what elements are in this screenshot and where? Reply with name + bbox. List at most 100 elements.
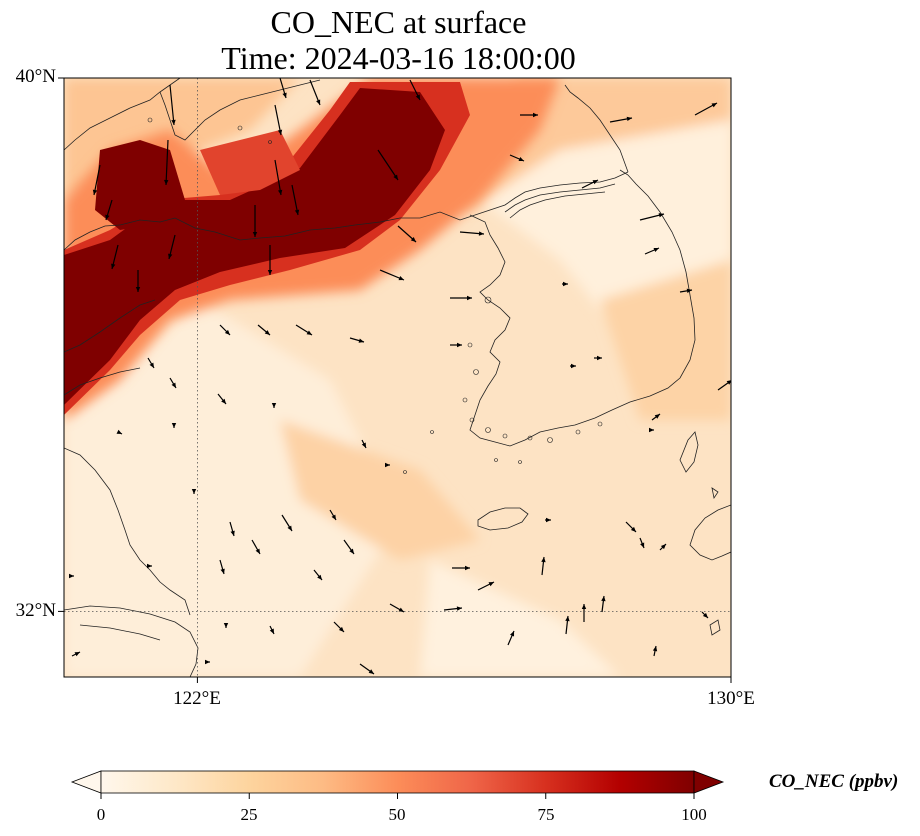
map-title-line-2: Time: 2024-03-16 18:00:00 xyxy=(221,40,576,76)
wind-arrow-head xyxy=(415,94,420,100)
wind-arrow-head xyxy=(255,548,260,554)
axis-ticks xyxy=(58,77,732,683)
wind-arrow-head xyxy=(306,330,312,335)
wind-arrow-head xyxy=(271,403,277,408)
wind-arrow-head xyxy=(601,596,606,602)
wind-arrow-shaft xyxy=(169,84,175,126)
wind-arrow-head xyxy=(658,213,664,218)
wind-arrow-head xyxy=(294,209,300,215)
wind-arrow-head xyxy=(171,423,177,428)
wind-arrow-head xyxy=(358,338,364,343)
wind-arrow-head xyxy=(398,276,404,281)
wind-arrow-head xyxy=(457,342,462,348)
wind-arrow-head xyxy=(205,659,210,665)
gridlines xyxy=(64,78,731,677)
lat-label-32n: 32°N xyxy=(15,600,56,621)
wind-arrow-head xyxy=(277,189,283,195)
wind-arrow-head xyxy=(252,232,258,237)
wind-arrow-head xyxy=(702,612,708,618)
wind-arrow-head xyxy=(711,103,717,108)
coastlines xyxy=(64,78,731,677)
wind-arrow-head xyxy=(597,355,602,361)
wind-arrow-head xyxy=(654,414,660,419)
wind-arrow-head xyxy=(267,270,273,275)
wind-arrow-head xyxy=(581,604,587,609)
wind-arrow-head xyxy=(368,669,374,674)
wind-arrow-head xyxy=(92,189,98,195)
wind-arrow-head xyxy=(230,530,235,536)
wind-arrow-head xyxy=(116,429,122,434)
wind-vectors xyxy=(69,78,731,675)
wind-arrow-head xyxy=(660,544,666,550)
wind-arrow-head xyxy=(488,582,494,587)
colorbar-extend-max xyxy=(693,770,725,794)
wind-arrow-head xyxy=(456,606,462,611)
lon-label-130e: 130°E xyxy=(707,688,755,709)
wind-arrow-head xyxy=(349,548,354,554)
wind-arrow-head xyxy=(264,330,270,335)
wind-arrow-head xyxy=(565,616,570,622)
wind-arrow-head xyxy=(149,362,154,368)
wind-arrow-head xyxy=(74,652,80,657)
wind-arrow-head xyxy=(277,129,283,135)
wind-arrow-shaft xyxy=(274,159,282,196)
wind-arrow-head xyxy=(467,295,472,301)
map-frame xyxy=(63,77,732,678)
wind-arrow-head xyxy=(541,557,546,563)
lon-label-122e: 122°E xyxy=(173,688,221,709)
wind-arrow-head xyxy=(478,231,484,236)
korean-islands xyxy=(147,117,603,474)
wind-arrow-head xyxy=(630,526,636,532)
wind-arrow-head xyxy=(640,542,645,548)
wind-arrow-head xyxy=(331,514,336,520)
wind-arrow-head xyxy=(626,116,632,122)
wind-arrow-head xyxy=(686,288,692,293)
wind-arrow-head xyxy=(164,179,169,185)
wind-arrow-head xyxy=(361,442,366,448)
wind-arrow-head xyxy=(111,263,116,269)
colorbar-tick-100: 100 xyxy=(681,805,707,824)
wind-arrow-head xyxy=(510,631,515,637)
wind-arrow-head xyxy=(726,380,731,385)
colorbar-label: CO_NEC (ppbv) xyxy=(769,771,899,792)
wind-arrow-head xyxy=(546,517,551,523)
concentration-field xyxy=(64,78,731,677)
wind-arrow-head xyxy=(592,180,598,185)
wind-arrow-head xyxy=(518,157,524,162)
wind-arrow-head xyxy=(269,628,274,634)
wind-arrow-head xyxy=(465,565,470,571)
wind-arrow-shaft xyxy=(274,104,282,136)
wind-arrow-head xyxy=(653,247,659,252)
wind-arrow-head xyxy=(220,568,225,574)
colorbar-gradient xyxy=(100,770,695,794)
lat-label-40n: 40°N xyxy=(15,66,56,87)
wind-arrow-head xyxy=(652,646,658,652)
wind-arrow-head xyxy=(69,573,74,579)
wind-arrow-head xyxy=(282,92,287,98)
wind-arrow-head xyxy=(221,398,226,404)
wind-arrow-head xyxy=(147,563,152,569)
wind-arrow-shaft xyxy=(377,149,399,181)
colorbar-tick-0: 0 xyxy=(96,805,106,824)
wind-arrow-head xyxy=(105,214,110,220)
colorbar-tick-75: 75 xyxy=(537,805,555,824)
wind-arrow-head xyxy=(410,237,416,242)
wind-arrow-shaft xyxy=(93,164,101,196)
wind-arrow-head xyxy=(571,363,576,369)
wind-arrow-head xyxy=(135,287,141,292)
wind-arrow-head xyxy=(171,382,176,388)
wind-arrow-head xyxy=(224,329,230,335)
wind-arrow-head xyxy=(171,119,176,125)
wind-arrow-head xyxy=(385,462,390,468)
wind-arrow-head xyxy=(316,99,321,105)
wind-arrow-head xyxy=(338,626,344,632)
wind-arrow-head xyxy=(533,112,538,118)
wind-arrow-head xyxy=(287,525,292,531)
wind-arrow-shaft xyxy=(165,139,169,186)
wind-arrow-head xyxy=(563,281,568,287)
wind-arrow-head xyxy=(317,574,322,580)
wind-arrow-head xyxy=(223,623,229,628)
wind-arrow-head xyxy=(393,174,398,180)
colorbar xyxy=(70,770,725,799)
